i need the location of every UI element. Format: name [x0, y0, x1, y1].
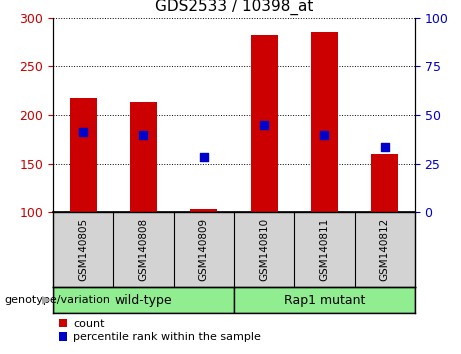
- Bar: [190, 210, 218, 212]
- Text: GSM140805: GSM140805: [78, 218, 88, 281]
- Title: GDS2533 / 10398_at: GDS2533 / 10398_at: [155, 0, 313, 15]
- Text: GSM140812: GSM140812: [380, 218, 390, 281]
- Bar: [371, 154, 398, 212]
- Point: [321, 132, 328, 137]
- Bar: [53, 287, 234, 313]
- Text: GSM140809: GSM140809: [199, 218, 209, 281]
- Text: genotype/variation: genotype/variation: [5, 295, 111, 305]
- Text: wild-type: wild-type: [115, 293, 172, 307]
- Text: GSM140810: GSM140810: [259, 218, 269, 281]
- Text: GSM140811: GSM140811: [319, 218, 330, 281]
- Bar: [234, 287, 415, 313]
- Bar: [70, 97, 97, 212]
- Bar: [311, 32, 338, 212]
- Point: [140, 132, 147, 137]
- Point: [260, 122, 268, 127]
- Text: ▶: ▶: [42, 295, 51, 305]
- Legend: count, percentile rank within the sample: count, percentile rank within the sample: [59, 319, 261, 342]
- Text: Rap1 mutant: Rap1 mutant: [284, 293, 365, 307]
- Bar: [130, 102, 157, 212]
- Point: [79, 129, 87, 135]
- Point: [381, 144, 389, 150]
- Bar: [250, 35, 278, 212]
- Text: GSM140808: GSM140808: [138, 218, 148, 281]
- Point: [200, 154, 207, 160]
